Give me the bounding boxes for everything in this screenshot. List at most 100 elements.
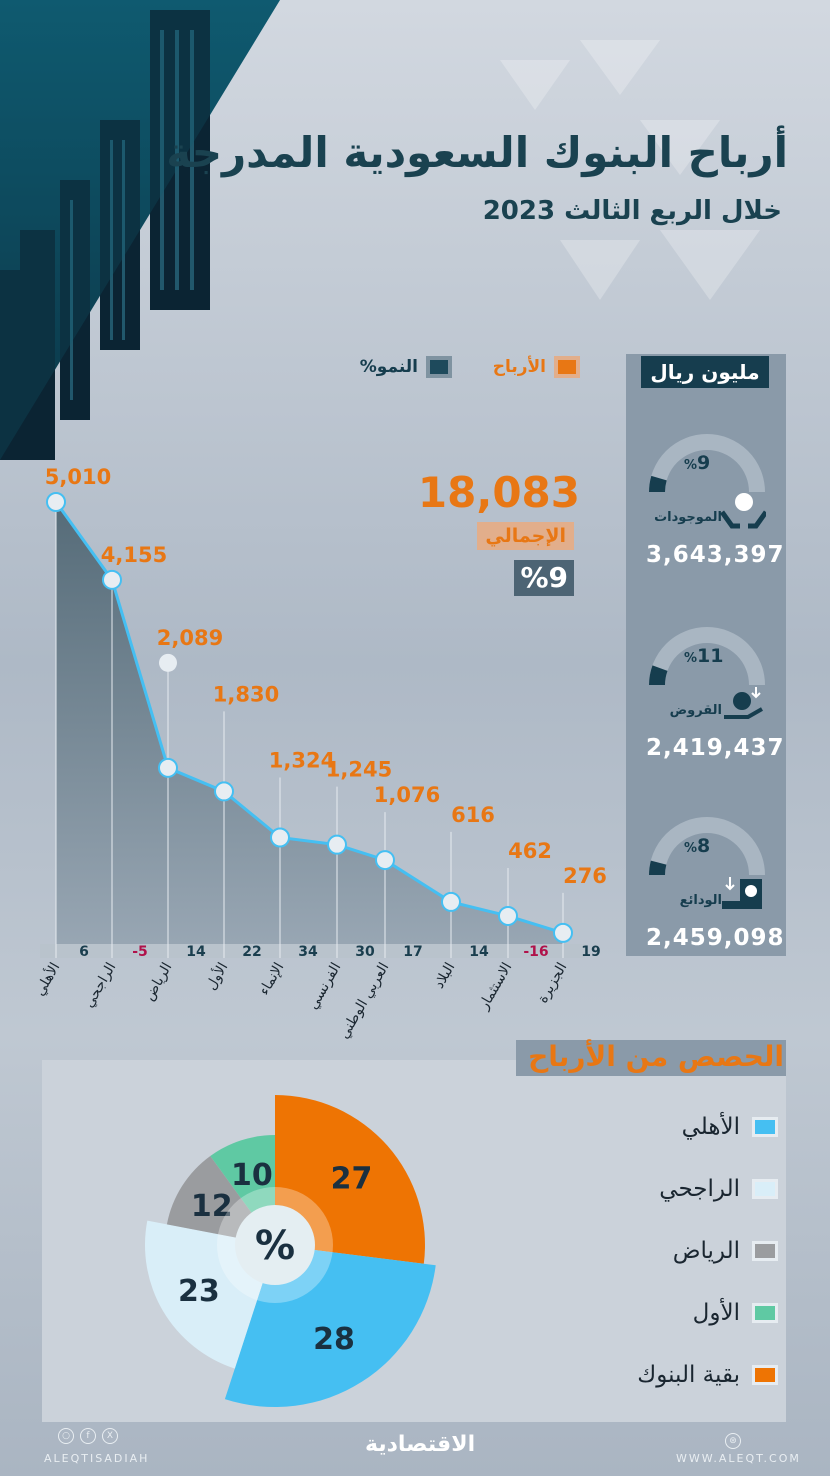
pie-legend-item: الأول [518,1282,778,1344]
growth-gauge [649,817,765,876]
profit-point [375,850,395,871]
total-profits-value: 18,083 [417,468,580,517]
stat-growth: %8 [684,835,710,857]
website-circle-icon: ⊛ [725,1433,741,1449]
stat-growth-value: 8 [697,835,711,857]
stat-growth-value: 9 [697,452,711,474]
website-icon[interactable]: ⊛ [725,1428,741,1449]
stat-label: الموجودات [654,510,722,525]
profit-point [214,781,234,802]
pie-slice-label: 23 [178,1274,220,1309]
total-profits-label: الإجمالي [477,522,574,550]
stat-growth: %11 [684,645,723,667]
profits-line [54,501,564,935]
growth-value-label: 34 [298,944,318,960]
profit-value-label: 616 [451,803,495,827]
growth-value-label: 22 [242,944,261,960]
pie-legend-swatch [752,1117,778,1137]
profit-point [158,757,178,778]
category-label: العربي الوطني [336,960,392,1042]
stat-percent-sign: % [684,651,698,666]
profit-value-label: 1,324 [269,748,335,772]
profit-point [498,905,518,926]
pie-slice [275,1095,425,1264]
category-label: الأول [201,959,231,993]
profit-value-label: 2,089 [157,626,223,650]
profit-value-label: 462 [508,839,552,863]
pie-legend: الأهلي الراجحي الرياض الأول بقية البنوك [518,1096,778,1406]
pie-legend-swatch [752,1365,778,1385]
growth-value-label: 14 [469,944,489,960]
pie-legend-swatch [752,1303,778,1323]
growth-value-label: 6 [79,944,89,960]
profit-value-label: 5,010 [45,465,111,489]
pie-slice [224,1245,436,1408]
total-growth-value: 9 [548,561,568,594]
pie-legend-item: بقية البنوك [518,1344,778,1406]
legend-profits: الأرباح [493,352,580,382]
pie-slice-label: 27 [331,1162,373,1197]
stat-value: 2,419,437 [646,735,785,761]
total-growth-badge: %9 [514,560,574,596]
category-label: الرياض [141,960,175,1003]
profit-point [270,827,290,848]
stat-growth-value: 11 [697,645,724,667]
stat-percent-sign: % [684,458,698,473]
growth-value-label: 30 [355,944,375,960]
footer-website[interactable]: WWW.ALEQT.COM [676,1452,801,1465]
x-icon[interactable]: X [102,1428,118,1444]
growth-gauge [649,627,765,686]
profits-area-chart: 5,010 6 الأهلي 4,155 -5 الراجحي 2,089 14 الرياض 1… [30,465,607,1042]
growth-value-label: -16 [523,944,548,960]
legend-growth-label: النمو% [359,357,418,377]
profit-value-label: 4,155 [101,543,167,567]
profit-point [327,834,347,855]
pie-legend-label: الراجحي [659,1176,740,1202]
category-label: البلاد [431,960,458,991]
category-label: الإنماء [256,960,287,998]
pie-legend-label: الرياض [672,1238,740,1264]
shares-section-title: الحصص من الأرباح [528,1040,784,1073]
pie-legend-item: الراجحي [518,1158,778,1220]
legend-profits-label: الأرباح [492,357,546,377]
growth-gauge [649,434,765,493]
pie-slice-label: 10 [231,1158,273,1193]
category-label: الاستثمار [476,960,516,1013]
category-label: الأهلي [30,959,63,999]
growth-strip [40,944,585,958]
pie-slice-label: 12 [191,1189,233,1224]
growth-value-label: 17 [403,944,422,960]
stat-value: 2,459,098 [646,925,785,951]
growth-value-label: -5 [132,944,148,960]
legend-profits-swatch [554,356,580,378]
pie-legend-label: الأهلي [681,1114,740,1140]
legend-growth-swatch [426,356,452,378]
pie-center-label: % [255,1223,295,1269]
category-label: الجزيرة [535,960,571,1006]
shares-section-bar [516,1040,786,1076]
stat-growth: %9 [684,452,710,474]
profit-value-label: 1,076 [374,783,440,807]
pie-center [235,1205,315,1285]
stat-percent-sign: % [684,841,698,856]
profits-area-fill [56,502,563,958]
pie-legend-item: الرياض [518,1220,778,1282]
category-label: الفرنسي [305,960,344,1012]
facebook-icon[interactable]: f [80,1428,96,1444]
footer-logo: الاقتصادية [365,1432,476,1457]
instagram-icon[interactable]: ○ [58,1428,74,1444]
deposit-safe-icon [722,877,762,909]
profit-label-dot [159,653,177,672]
stat-value: 3,643,397 [646,542,785,568]
pie-legend-label: بقية البنوك [637,1362,740,1388]
growth-value-label: 14 [186,944,206,960]
stat-label: الودائع [679,893,722,908]
pie-legend-item: الأهلي [518,1096,778,1158]
page-subtitle: خلال الربع الثالث 2023 [482,196,782,226]
hands-holding-coin-icon [719,493,766,529]
total-growth-percent-sign: % [520,561,549,594]
stat-label: القروض [669,703,722,718]
loan-hand-icon [724,687,763,719]
social-icons: ○ f X [58,1428,118,1444]
